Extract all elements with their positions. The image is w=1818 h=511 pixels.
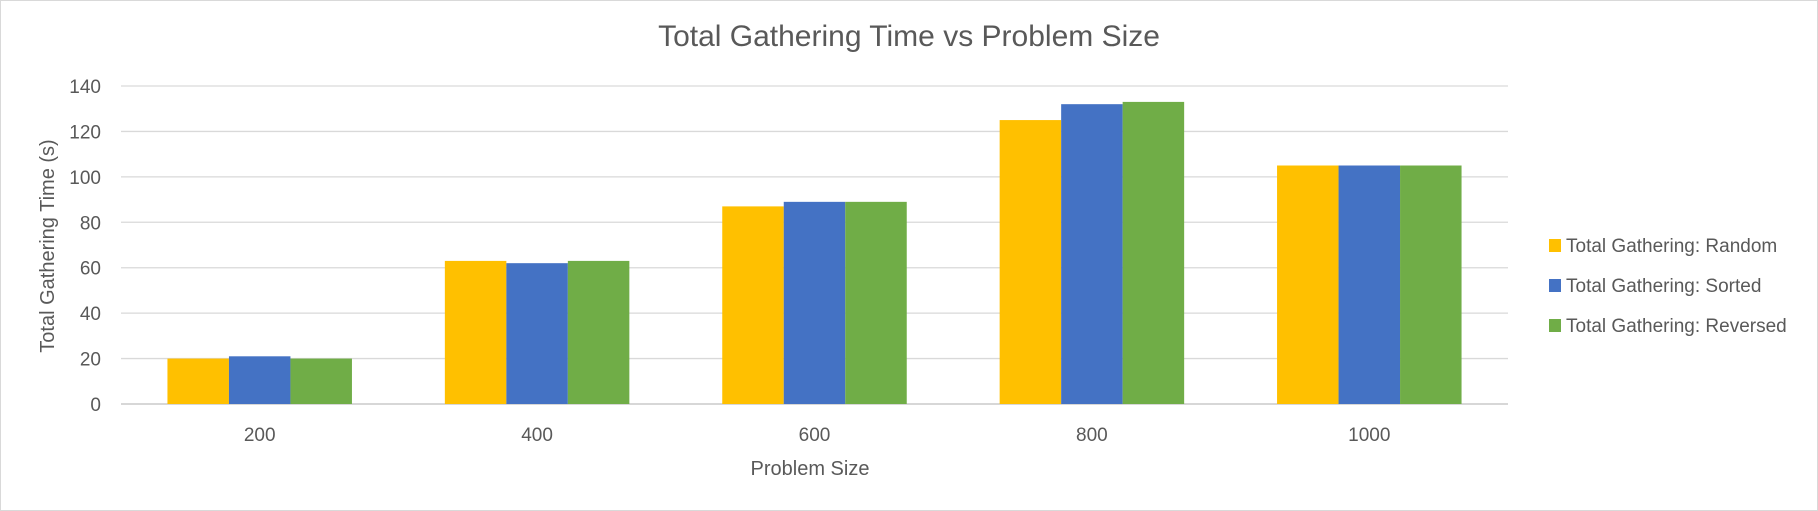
x-tick-label: 400	[521, 425, 553, 446]
y-tick-label: 80	[80, 213, 101, 234]
bar	[845, 201, 907, 404]
bar	[228, 356, 291, 404]
y-tick-label: 60	[80, 259, 101, 280]
y-tick-label: 100	[69, 168, 101, 189]
y-axis-ticks: 0 20 40 60 80 100 120 140	[69, 77, 101, 416]
bar	[1061, 104, 1123, 405]
x-axis-ticks: 200 400 600 800 1000	[244, 425, 1391, 446]
legend-swatch	[1549, 239, 1561, 252]
y-tick-label: 20	[80, 350, 101, 371]
x-tick-label: 800	[1076, 425, 1108, 446]
bar	[444, 260, 507, 404]
bar	[722, 206, 784, 404]
bar	[1400, 165, 1462, 404]
x-tick-label: 600	[799, 425, 831, 446]
y-tick-label: 0	[90, 395, 101, 416]
x-tick-label: 200	[244, 425, 276, 446]
legend-swatch	[1549, 319, 1561, 332]
y-tick-label: 140	[69, 77, 101, 98]
bar	[567, 260, 630, 404]
legend-label: Total Gathering: Random	[1566, 236, 1777, 257]
y-axis-title: Total Gathering Time (s)	[37, 139, 59, 352]
legend-swatch	[1549, 279, 1561, 292]
legend: Total Gathering: Random Total Gathering: …	[1549, 236, 1787, 337]
legend-label: Total Gathering: Reversed	[1566, 316, 1787, 337]
y-tick-label: 120	[69, 122, 101, 143]
bar	[783, 201, 846, 404]
x-axis-title: Problem Size	[751, 458, 870, 480]
bar	[506, 263, 568, 404]
legend-label: Total Gathering: Sorted	[1566, 276, 1761, 297]
bar	[1122, 101, 1185, 405]
x-tick-label: 1000	[1348, 425, 1390, 446]
bar	[167, 358, 229, 404]
bars	[167, 101, 1462, 405]
bar	[1277, 165, 1339, 404]
y-tick-label: 40	[80, 304, 101, 325]
bar	[290, 358, 352, 404]
bar	[999, 120, 1062, 405]
chart-title: Total Gathering Time vs Problem Size	[658, 20, 1160, 53]
bar	[1338, 165, 1401, 404]
